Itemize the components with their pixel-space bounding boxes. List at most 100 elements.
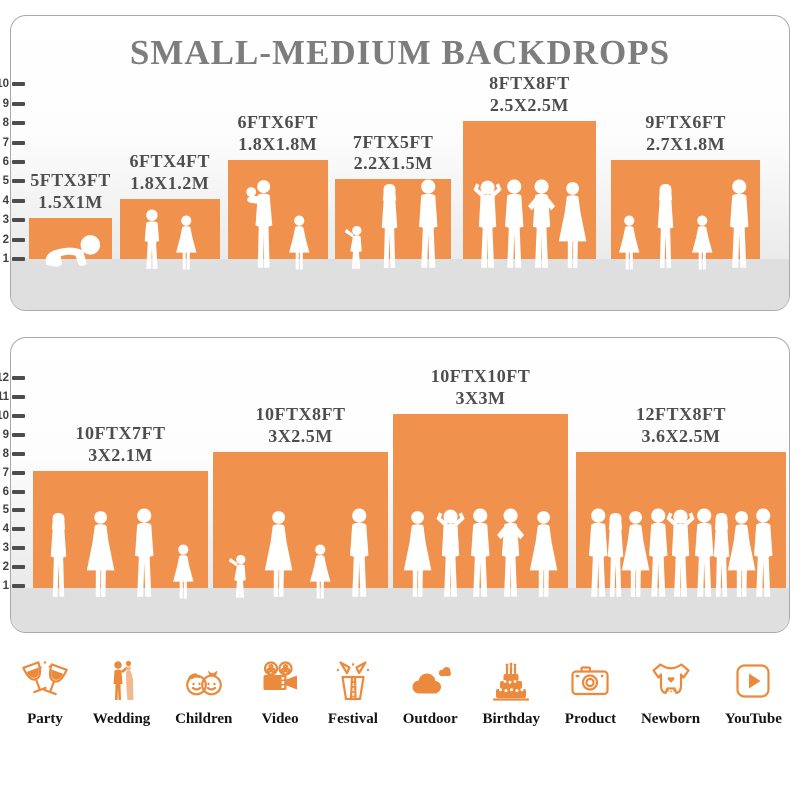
floor (11, 259, 789, 310)
person-silhouette-woman (375, 183, 404, 271)
page-title: SMALL-MEDIUM BACKDROPS (129, 33, 671, 72)
category-row: Party Wedding (22, 658, 782, 728)
person-silhouette-girl (172, 215, 201, 271)
category-label: Children (175, 711, 233, 727)
person-silhouette-man (412, 179, 444, 271)
ruler-number: 6 (2, 485, 9, 498)
person-silhouette-toddler (226, 554, 251, 600)
bar-size-label: 7FTX5FT 2.2X1.5M (352, 131, 434, 174)
category-label: Festival (327, 711, 378, 727)
category-party: Party (22, 658, 68, 728)
ruler-number: 10 (0, 78, 9, 91)
person-silhouette-woman-dress (553, 181, 592, 271)
children-faces-icon (185, 670, 222, 696)
ruler-number: 5 (2, 504, 9, 517)
ruler-number: 11 (0, 391, 9, 403)
party-glasses-icon (22, 661, 68, 696)
person-silhouette-man (723, 179, 755, 271)
wedding-couple-icon (113, 660, 134, 700)
ruler-tick (12, 179, 25, 184)
ruler-tick (12, 237, 25, 242)
category-video: Video (257, 658, 303, 728)
category-children: Children (175, 658, 232, 728)
ruler-tick (12, 198, 25, 203)
person-silhouette-man (343, 508, 375, 600)
backdrop-bar-9x6: 9FTX6FT 2.7X1.8M (611, 112, 761, 259)
product-camera-icon (571, 666, 610, 696)
ruler-number: 9 (2, 428, 9, 441)
newborn-onesie-icon (651, 663, 690, 695)
category-festival: Festival (328, 658, 378, 728)
person-silhouette-baby (37, 231, 104, 271)
person-silhouette-girl (306, 544, 335, 600)
outdoor-cloud-icon (412, 667, 452, 694)
ruler-tick (12, 257, 25, 261)
ruler-tick (12, 101, 25, 106)
ruler-number: 2 (2, 561, 9, 574)
person-silhouette-woman-dress (81, 510, 120, 600)
person-silhouette-girl (285, 215, 314, 271)
ruler-number: 7 (2, 466, 9, 479)
bar-size-label: 10FTX8FT 3X2.5M (255, 403, 346, 446)
ruler-number: 3 (2, 542, 9, 555)
ruler-number: 5 (2, 175, 9, 188)
birthday-cake-icon (493, 662, 530, 701)
person-silhouette-man (128, 508, 160, 600)
backdrop-bar-5x3: 5FTX3FT 1.5X1M (29, 170, 112, 259)
panel-small-medium: SMALL-MEDIUM BACKDROPS 5FTX3FT 1.5X1M 6FT… (0, 15, 790, 311)
category-label: YouTube (724, 711, 782, 727)
person-silhouette-woman (44, 512, 73, 600)
backdrop-bar-12x8: 12FTX8FT 3.6X2.5M (576, 404, 786, 588)
ruler-tick (12, 121, 25, 126)
ruler-number: 2 (2, 233, 9, 246)
ruler-number: 1 (2, 253, 9, 265)
person-silhouette-girl (688, 215, 717, 271)
ruler-number: 9 (2, 97, 9, 110)
category-label: Video (261, 711, 299, 727)
bar-size-label: 5FTX3FT 1.5X1M (30, 170, 111, 213)
person-silhouette-woman-dress (259, 510, 298, 600)
youtube-play-icon (736, 664, 770, 698)
video-camera-icon (263, 661, 298, 690)
category-outdoor: Outdoor (403, 658, 458, 728)
ruler-tick (12, 546, 25, 551)
category-label: Party (27, 711, 63, 727)
ruler-tick (12, 413, 25, 418)
bar-size-label: 9FTX6FT 2.7X1.8M (645, 112, 726, 155)
backdrop-bar-7x5: 7FTX5FT 2.2X1.5M (335, 132, 452, 259)
ruler-tick (12, 584, 25, 588)
category-birthday: Birthday (482, 658, 540, 728)
ruler-number: 6 (2, 156, 9, 168)
panel-large: 10FTX7FT 3X2.1M 10FTX8FT 3X2.5M 10FTX10FT 3… (0, 337, 790, 633)
category-label: Birthday (482, 711, 540, 727)
category-label: Product (564, 711, 617, 727)
ruler-number: 3 (2, 214, 9, 227)
ruler-tick (12, 376, 25, 381)
backdrop-bar-10x7: 10FTX7FT 3X2.1M (33, 423, 208, 588)
bar-size-label: 10FTX7FT 3X2.1M (75, 422, 166, 465)
ruler-number: 4 (2, 194, 9, 207)
ruler-tick (12, 565, 25, 570)
person-silhouette-toddler (342, 225, 367, 271)
ruler-tick (12, 395, 25, 399)
category-wedding: Wedding (92, 658, 151, 728)
ruler-number: 8 (2, 117, 9, 130)
bar-size-label: 12FTX8FT 3.6X2.5M (635, 403, 727, 446)
person-silhouette-girl (615, 215, 644, 271)
ruler-number: 1 (2, 580, 9, 592)
category-product: Product (565, 658, 616, 728)
backdrop-bar-8x8: 8FTX8FT 2.5X2.5M (463, 73, 596, 259)
ruler-number: 12 (0, 372, 9, 385)
category-youtube: YouTube (725, 658, 782, 728)
backdrop-bar-6x6: 6FTX6FT 1.8X1.8M (228, 112, 328, 259)
festival-gift-icon (336, 661, 370, 701)
person-silhouette-woman-baby (242, 179, 278, 271)
ruler-tick (12, 508, 25, 513)
person-silhouette-girl (169, 544, 198, 600)
person-silhouette-man (747, 508, 779, 600)
ruler-number: 10 (0, 409, 9, 422)
ruler-tick (12, 432, 25, 437)
category-label: Wedding (92, 711, 151, 727)
ruler-tick (12, 451, 25, 456)
ruler-number: 4 (2, 523, 9, 536)
